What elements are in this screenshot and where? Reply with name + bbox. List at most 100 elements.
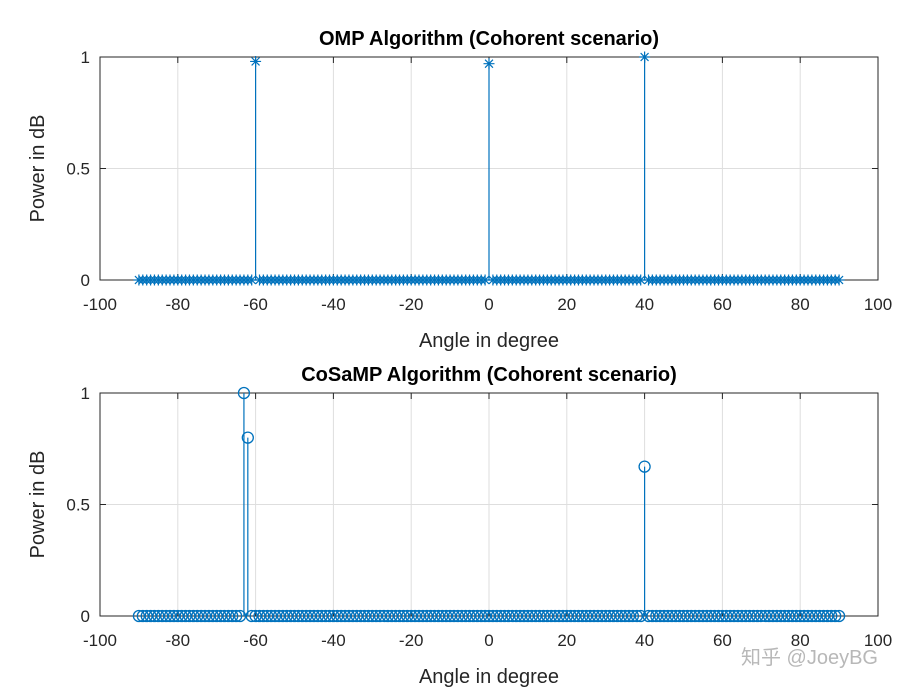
- omp-y-tick-label: 0: [81, 271, 90, 290]
- cosamp-stem-marker: [786, 609, 799, 623]
- cosamp-stem-marker: [739, 609, 752, 623]
- cosamp-stem-marker: [280, 609, 293, 623]
- cosamp-x-tick-label: 20: [557, 631, 576, 650]
- omp-y-tick-label: 0.5: [66, 160, 90, 179]
- omp-subplot: -100 -80 -60 -40 -20 0 20 40 60 80 100 0 0.5 1 OMP Alg…: [27, 28, 892, 352]
- cosamp-stem-marker: [436, 609, 449, 623]
- omp-stem-marker: [635, 274, 647, 286]
- cosamp-stem-marker: [673, 609, 686, 623]
- cosamp-stem-marker: [284, 609, 297, 623]
- cosamp-stem-marker: [607, 609, 620, 623]
- cosamp-stem-marker: [506, 609, 519, 623]
- cosamp-stem-marker: [257, 609, 270, 623]
- cosamp-stem-marker: [463, 609, 476, 623]
- cosamp-stem-marker: [502, 609, 515, 623]
- cosamp-stem-marker: [572, 609, 585, 623]
- cosamp-stem-marker: [829, 609, 842, 623]
- cosamp-stem-marker: [494, 609, 507, 623]
- omp-chart-title: OMP Algorithm (Cohorent scenario): [319, 28, 659, 50]
- omp-x-tick-label: -100: [83, 295, 117, 314]
- cosamp-stem-marker: [521, 609, 535, 623]
- omp-x-tick-label: -60: [243, 295, 268, 314]
- cosamp-stem-marker: [249, 609, 262, 623]
- cosamp-stem-marker: [140, 609, 153, 623]
- cosamp-stem-marker: [735, 609, 748, 623]
- cosamp-stem-marker: [443, 609, 457, 623]
- cosamp-stem-marker: [292, 609, 305, 623]
- cosamp-stem-marker: [272, 609, 286, 623]
- cosamp-stem-marker: [638, 460, 651, 473]
- omp-stem-marker: [483, 58, 495, 70]
- cosamp-stem-marker: [412, 609, 426, 623]
- cosamp-stem-marker: [778, 609, 791, 623]
- cosamp-x-tick-label: -40: [321, 631, 346, 650]
- cosamp-stem-marker: [342, 609, 356, 623]
- cosamp-stem-marker: [198, 609, 212, 623]
- omp-x-tick-label: 100: [864, 295, 892, 314]
- cosamp-stem-marker: [743, 609, 756, 623]
- cosamp-x-tick-label: -60: [243, 631, 268, 650]
- cosamp-stem-marker: [665, 609, 678, 623]
- cosamp-stem-marker: [428, 609, 441, 623]
- omp-x-tick-label: 0: [484, 295, 493, 314]
- cosamp-stem-marker: [303, 609, 317, 623]
- cosamp-stem-marker: [525, 609, 538, 623]
- cosamp-stem-marker: [335, 609, 348, 623]
- cosamp-stem-marker: [708, 609, 721, 623]
- cosamp-chart-title: CoSaMP Algorithm (Cohorent scenario): [301, 364, 677, 386]
- cosamp-series: [132, 386, 846, 623]
- cosamp-stem-marker: [323, 609, 336, 623]
- omp-stem-marker: [246, 274, 258, 286]
- cosamp-stem-marker: [797, 609, 811, 623]
- omp-series: [133, 51, 845, 286]
- cosamp-stem-marker: [233, 609, 247, 623]
- cosamp-stem-marker: [408, 609, 422, 623]
- cosamp-stem-marker: [307, 609, 321, 623]
- cosamp-stem-marker: [346, 609, 360, 623]
- cosamp-stem-marker: [809, 609, 822, 623]
- cosamp-stem-marker: [513, 609, 527, 623]
- cosamp-stem-marker: [782, 609, 795, 623]
- cosamp-stem-marker: [440, 609, 453, 623]
- cosamp-stem-marker: [681, 609, 694, 623]
- omp-y-tick-label: 1: [81, 48, 90, 67]
- cosamp-stem-marker: [510, 609, 523, 623]
- cosamp-stem-marker: [751, 609, 764, 623]
- cosamp-stem-marker: [821, 609, 834, 623]
- cosamp-stem-marker: [338, 609, 352, 623]
- cosamp-stem-marker: [432, 609, 445, 623]
- cosamp-stem-marker: [611, 609, 624, 623]
- cosamp-stem-marker: [560, 609, 573, 623]
- cosamp-stem-marker: [580, 609, 593, 623]
- cosamp-stem-marker: [405, 609, 418, 623]
- cosamp-stem-marker: [163, 609, 177, 623]
- cosamp-stem-marker: [731, 609, 745, 623]
- cosamp-stem-marker: [626, 609, 640, 623]
- cosamp-stem-marker: [245, 609, 258, 623]
- cosamp-stem-marker: [533, 609, 546, 623]
- cosamp-stem-marker: [564, 609, 577, 623]
- cosamp-stem-marker: [724, 609, 737, 623]
- cosamp-stem-marker: [704, 609, 717, 623]
- cosamp-stem-marker: [583, 609, 597, 623]
- cosamp-x-tick-label: 100: [864, 631, 892, 650]
- cosamp-y-tick-label: 0: [81, 607, 90, 626]
- omp-x-tick-label: 60: [713, 295, 732, 314]
- cosamp-stem-marker: [393, 609, 406, 623]
- cosamp-stem-marker: [296, 609, 309, 623]
- cosamp-stem-marker: [350, 609, 363, 623]
- omp-x-tick-label: -80: [166, 295, 191, 314]
- cosamp-stem-marker: [642, 609, 655, 623]
- cosamp-stem-marker: [696, 609, 710, 623]
- cosamp-x-tick-label: -100: [83, 631, 117, 650]
- omp-stem-marker: [250, 55, 262, 67]
- cosamp-stem-marker: [210, 609, 223, 623]
- cosamp-stem-marker: [358, 609, 371, 623]
- omp-x-tick-label: -40: [321, 295, 346, 314]
- cosamp-stem-marker: [268, 609, 282, 623]
- cosamp-stem-marker: [455, 609, 468, 623]
- cosamp-stem-marker: [467, 609, 480, 623]
- cosamp-stem-marker: [315, 609, 328, 623]
- cosamp-stem-marker: [529, 609, 542, 623]
